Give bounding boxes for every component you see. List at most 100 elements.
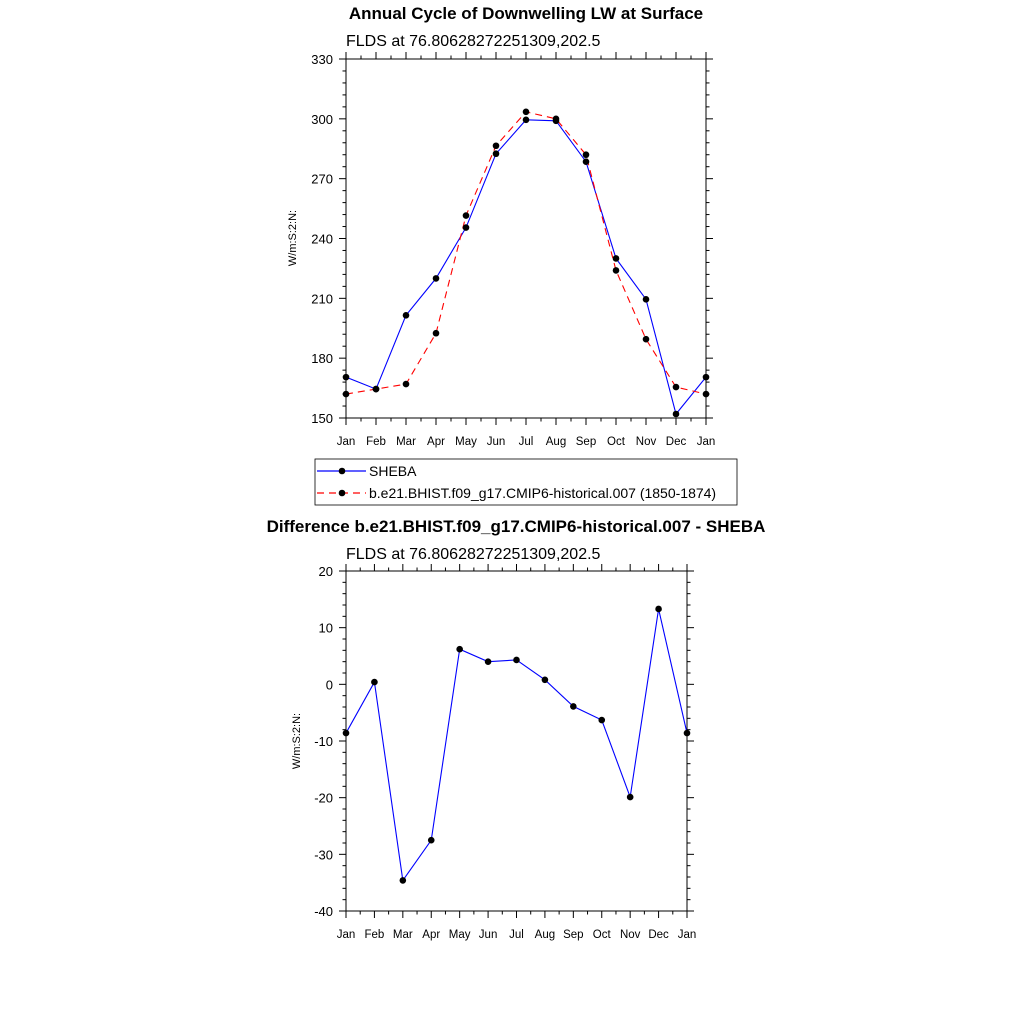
- difference-chart-title: Difference b.e21.BHIST.f09_g17.CMIP6-his…: [267, 517, 766, 536]
- legend-entry-sheba: SHEBA: [317, 463, 417, 479]
- x-tick-label: Feb: [366, 436, 386, 448]
- data-point: [582, 158, 590, 166]
- series-line-0: [345, 608, 688, 882]
- difference-series-group: [342, 605, 691, 884]
- data-point: [492, 150, 500, 158]
- x-tick-label: May: [449, 929, 471, 941]
- legend-entry-model: b.e21.BHIST.f09_g17.CMIP6-historical.007…: [317, 485, 716, 501]
- x-tick-label: May: [455, 436, 477, 448]
- data-point: [402, 380, 410, 388]
- x-tick-label: Jul: [509, 929, 524, 941]
- x-tick-label: Jan: [697, 436, 716, 448]
- data-point: [541, 676, 549, 684]
- x-tick-label: Nov: [620, 929, 641, 941]
- y-tick-label: 180: [311, 351, 333, 366]
- x-tick-label: Mar: [393, 929, 413, 941]
- x-tick-label: Jan: [337, 929, 356, 941]
- chart-title: Annual Cycle of Downwelling LW at Surfac…: [349, 4, 703, 23]
- y-tick-label: 20: [319, 564, 333, 579]
- data-point: [570, 703, 577, 710]
- annual-cycle-chart: Annual Cycle of Downwelling LW at Surfac…: [287, 4, 738, 506]
- data-point: [484, 658, 492, 665]
- data-point: [427, 836, 435, 844]
- data-point: [432, 275, 440, 282]
- tick-labels: 150 180 210 240 270 300 330 Jan Feb Mar Apr May Jun J…: [311, 52, 715, 448]
- x-tick-label: Mar: [396, 436, 416, 448]
- x-tick-label: Aug: [535, 929, 555, 941]
- y-tick-label: -10: [314, 734, 333, 749]
- data-point: [522, 108, 530, 116]
- x-tick-label: Apr: [422, 929, 440, 941]
- data-point: [492, 142, 500, 150]
- x-tick-label: Oct: [607, 436, 626, 448]
- x-tick-label: Jul: [519, 436, 534, 448]
- data-point: [612, 255, 620, 262]
- data-point: [402, 311, 410, 319]
- x-tick-label: Oct: [593, 929, 612, 941]
- data-point: [582, 151, 590, 159]
- y-tick-label: 10: [319, 621, 333, 636]
- data-point: [399, 877, 407, 884]
- data-point: [372, 385, 380, 393]
- data-point: [642, 335, 650, 343]
- data-point: [655, 605, 662, 613]
- plot-frame: [345, 570, 688, 912]
- data-point: [342, 729, 350, 737]
- series-line-0: [345, 119, 707, 416]
- y-tick-label: -20: [314, 791, 333, 806]
- data-point: [702, 390, 710, 398]
- legend-label-sheba: SHEBA: [369, 463, 417, 479]
- data-point: [612, 267, 620, 274]
- data-point: [626, 793, 634, 801]
- legend-marker-model: [338, 489, 346, 497]
- y-tick-label: 300: [311, 112, 333, 127]
- data-point: [462, 212, 470, 219]
- y-tick-label: 210: [311, 291, 333, 306]
- data-point: [702, 373, 710, 381]
- legend-box: [314, 458, 738, 506]
- y-axis-label: W/m:S:2:N:: [287, 210, 299, 266]
- difference-chart: Difference b.e21.BHIST.f09_g17.CMIP6-his…: [267, 517, 766, 941]
- chart-subtitle: FLDS at 76.80628272251309,202.5: [346, 33, 601, 50]
- x-tick-label: Jun: [479, 929, 498, 941]
- y-tick-label: -30: [314, 847, 333, 862]
- legend-marker-sheba: [338, 467, 346, 475]
- data-point: [513, 656, 520, 664]
- x-tick-label: Sep: [563, 929, 583, 941]
- x-tick-label: Dec: [648, 929, 669, 941]
- difference-y-axis-label: W/m:S:2:N:: [291, 713, 303, 769]
- data-point: [456, 645, 463, 653]
- legend: SHEBA b.e21.BHIST.f09_g17.CMIP6-historic…: [314, 458, 738, 506]
- y-tick-label: -40: [314, 904, 333, 919]
- data-point: [522, 116, 530, 124]
- series-group: [342, 108, 710, 418]
- y-tick-label: 330: [311, 52, 333, 67]
- y-tick-label: 150: [311, 411, 333, 426]
- data-point: [432, 329, 440, 337]
- x-tick-label: Aug: [546, 436, 566, 448]
- x-tick-label: Apr: [427, 436, 445, 448]
- data-point: [672, 383, 680, 391]
- x-tick-label: Dec: [666, 436, 687, 448]
- data-point: [371, 678, 378, 686]
- difference-plot-area: [339, 564, 694, 918]
- x-tick-label: Sep: [576, 436, 596, 448]
- x-tick-label: Feb: [365, 929, 385, 941]
- data-point: [598, 716, 606, 724]
- data-point: [642, 296, 650, 303]
- data-point: [342, 373, 350, 381]
- legend-label-model: b.e21.BHIST.f09_g17.CMIP6-historical.007…: [369, 485, 716, 501]
- data-point: [672, 410, 680, 418]
- y-tick-label: 0: [326, 677, 333, 692]
- x-tick-label: Nov: [636, 436, 657, 448]
- y-tick-label: 240: [311, 232, 333, 247]
- x-tick-label: Jan: [337, 436, 356, 448]
- series-line-1: [345, 111, 707, 395]
- x-tick-label: Jan: [678, 929, 697, 941]
- data-point: [462, 224, 470, 231]
- difference-chart-subtitle: FLDS at 76.80628272251309,202.5: [346, 546, 601, 563]
- y-tick-label: 270: [311, 172, 333, 187]
- x-tick-label: Jun: [487, 436, 506, 448]
- data-point: [342, 390, 350, 398]
